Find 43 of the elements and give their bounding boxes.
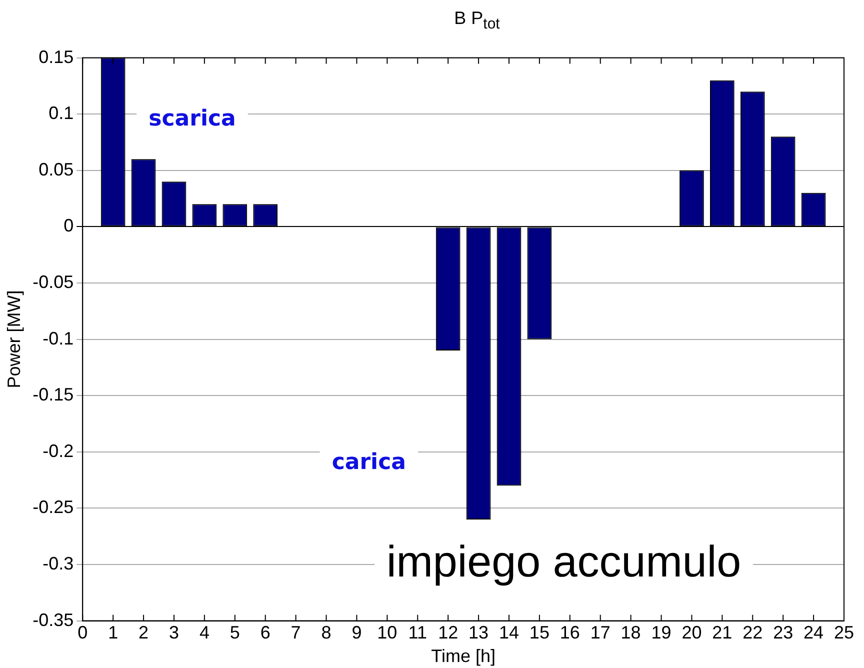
y-tick-label: -0.2 <box>42 440 74 461</box>
x-tick-label: 2 <box>138 622 149 643</box>
y-axis-title: Power [MW] <box>4 290 24 388</box>
x-tick-label: 20 <box>682 622 702 643</box>
x-tick-label: 4 <box>199 622 210 643</box>
y-tick-label: -0.3 <box>42 553 74 574</box>
y-tick-label: -0.05 <box>32 272 74 292</box>
annotation: carica <box>332 450 406 475</box>
x-tick-label: 15 <box>529 622 550 643</box>
x-tick-label: 21 <box>712 622 732 643</box>
y-tick-label: 0.05 <box>38 159 74 180</box>
y-tick-label: -0.35 <box>32 610 74 630</box>
y-tick-label: 0.1 <box>48 103 74 124</box>
annotation: scarica <box>148 106 236 132</box>
y-tick-label: 0.15 <box>38 46 74 67</box>
x-tick-label: 18 <box>620 622 641 643</box>
x-tick-label: 7 <box>290 622 301 643</box>
x-tick-label: 5 <box>230 622 240 643</box>
y-tick-label: 0 <box>64 216 74 236</box>
x-tick-label: 9 <box>352 622 362 643</box>
x-tick-label: 16 <box>560 622 580 643</box>
annotation: impiego accumulo <box>386 538 742 587</box>
x-tick-label: 3 <box>168 622 179 643</box>
x-tick-label: 10 <box>377 622 398 643</box>
x-tick-label: 19 <box>651 622 672 643</box>
x-tick-label: 1 <box>108 622 118 643</box>
x-tick-label: 17 <box>590 622 610 643</box>
y-tick-label: -0.25 <box>32 497 74 518</box>
x-tick-label: 14 <box>498 622 520 643</box>
x-tick-label: 24 <box>804 622 824 643</box>
chart-title: B P$_{tot}$ <box>453 7 501 35</box>
x-tick-label: 13 <box>468 622 489 643</box>
x-tick-label: 11 <box>408 622 427 643</box>
x-tick-label: 22 <box>742 622 763 643</box>
x-tick-label: 6 <box>260 622 270 643</box>
x-tick-label: 0 <box>78 622 88 643</box>
x-tick-label: 23 <box>773 622 794 643</box>
y-tick-label: -0.15 <box>32 384 74 405</box>
x-tick-label: 25 <box>834 622 854 643</box>
x-tick-label: 12 <box>438 622 458 643</box>
y-tick-label: -0.1 <box>42 328 74 348</box>
x-tick-label: 8 <box>321 622 332 643</box>
x-axis-title: Time [h] <box>431 646 496 666</box>
